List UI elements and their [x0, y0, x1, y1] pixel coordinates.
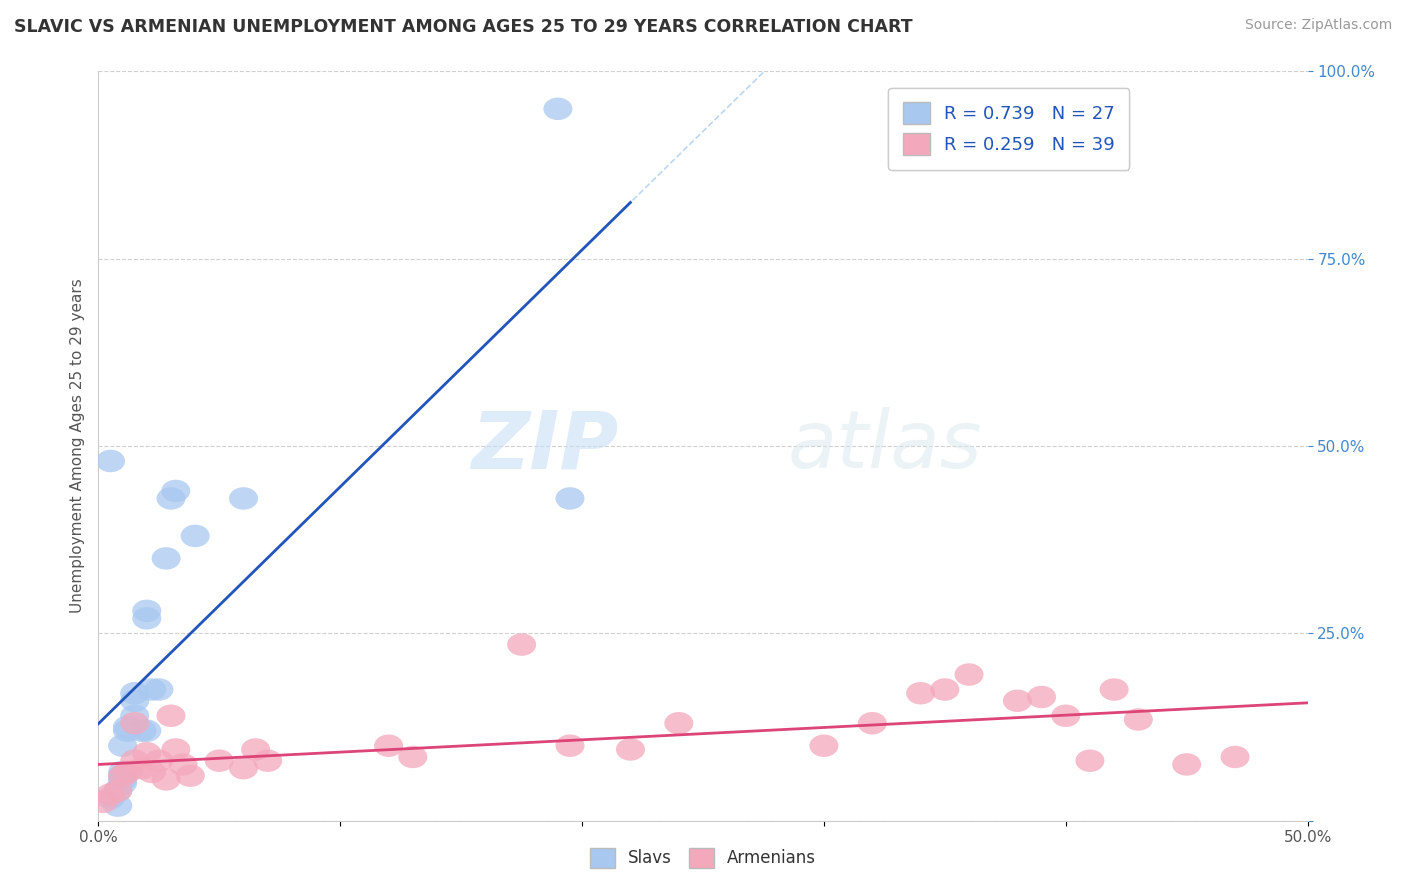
Text: ZIP: ZIP — [471, 407, 619, 485]
Ellipse shape — [96, 783, 125, 805]
Ellipse shape — [176, 764, 205, 787]
Ellipse shape — [145, 678, 173, 701]
Ellipse shape — [112, 761, 142, 783]
Ellipse shape — [128, 757, 156, 780]
Ellipse shape — [132, 742, 162, 764]
Ellipse shape — [132, 607, 162, 630]
Ellipse shape — [152, 547, 180, 570]
Ellipse shape — [103, 780, 132, 802]
Ellipse shape — [229, 757, 259, 780]
Ellipse shape — [108, 734, 138, 757]
Ellipse shape — [132, 599, 162, 622]
Y-axis label: Unemployment Among Ages 25 to 29 years: Unemployment Among Ages 25 to 29 years — [69, 278, 84, 614]
Ellipse shape — [108, 768, 138, 790]
Ellipse shape — [108, 772, 138, 795]
Legend: R = 0.739   N = 27, R = 0.259   N = 39: R = 0.739 N = 27, R = 0.259 N = 39 — [889, 88, 1129, 169]
Ellipse shape — [229, 487, 259, 509]
Ellipse shape — [108, 764, 138, 787]
Ellipse shape — [253, 749, 283, 772]
Ellipse shape — [112, 720, 142, 742]
Ellipse shape — [89, 790, 118, 814]
Ellipse shape — [555, 487, 585, 509]
Ellipse shape — [1173, 753, 1201, 776]
Ellipse shape — [508, 633, 536, 656]
Ellipse shape — [1123, 708, 1153, 731]
Ellipse shape — [120, 705, 149, 727]
Ellipse shape — [398, 746, 427, 768]
Ellipse shape — [112, 715, 142, 739]
Ellipse shape — [374, 734, 404, 757]
Ellipse shape — [664, 712, 693, 734]
Ellipse shape — [120, 682, 149, 705]
Ellipse shape — [616, 739, 645, 761]
Legend: Slavs, Armenians: Slavs, Armenians — [583, 841, 823, 875]
Ellipse shape — [108, 761, 138, 783]
Ellipse shape — [108, 764, 138, 787]
Ellipse shape — [1076, 749, 1105, 772]
Ellipse shape — [1026, 686, 1056, 708]
Ellipse shape — [543, 97, 572, 120]
Ellipse shape — [128, 720, 156, 742]
Ellipse shape — [1002, 690, 1032, 712]
Ellipse shape — [156, 705, 186, 727]
Ellipse shape — [162, 739, 190, 761]
Text: atlas: atlas — [787, 407, 983, 485]
Ellipse shape — [555, 734, 585, 757]
Ellipse shape — [96, 450, 125, 472]
Text: Source: ZipAtlas.com: Source: ZipAtlas.com — [1244, 18, 1392, 32]
Ellipse shape — [120, 749, 149, 772]
Ellipse shape — [955, 664, 984, 686]
Ellipse shape — [103, 780, 132, 802]
Ellipse shape — [905, 682, 935, 705]
Ellipse shape — [138, 761, 166, 783]
Ellipse shape — [180, 524, 209, 547]
Ellipse shape — [132, 720, 162, 742]
Ellipse shape — [810, 734, 838, 757]
Ellipse shape — [858, 712, 887, 734]
Ellipse shape — [152, 768, 180, 790]
Ellipse shape — [145, 749, 173, 772]
Ellipse shape — [103, 795, 132, 817]
Ellipse shape — [931, 678, 959, 701]
Ellipse shape — [120, 712, 149, 734]
Ellipse shape — [240, 739, 270, 761]
Ellipse shape — [156, 487, 186, 509]
Ellipse shape — [1220, 746, 1250, 768]
Ellipse shape — [1099, 678, 1129, 701]
Ellipse shape — [205, 749, 233, 772]
Text: SLAVIC VS ARMENIAN UNEMPLOYMENT AMONG AGES 25 TO 29 YEARS CORRELATION CHART: SLAVIC VS ARMENIAN UNEMPLOYMENT AMONG AG… — [14, 18, 912, 36]
Ellipse shape — [162, 480, 190, 502]
Ellipse shape — [120, 690, 149, 712]
Ellipse shape — [138, 678, 166, 701]
Ellipse shape — [169, 753, 198, 776]
Ellipse shape — [1052, 705, 1080, 727]
Ellipse shape — [96, 787, 125, 809]
